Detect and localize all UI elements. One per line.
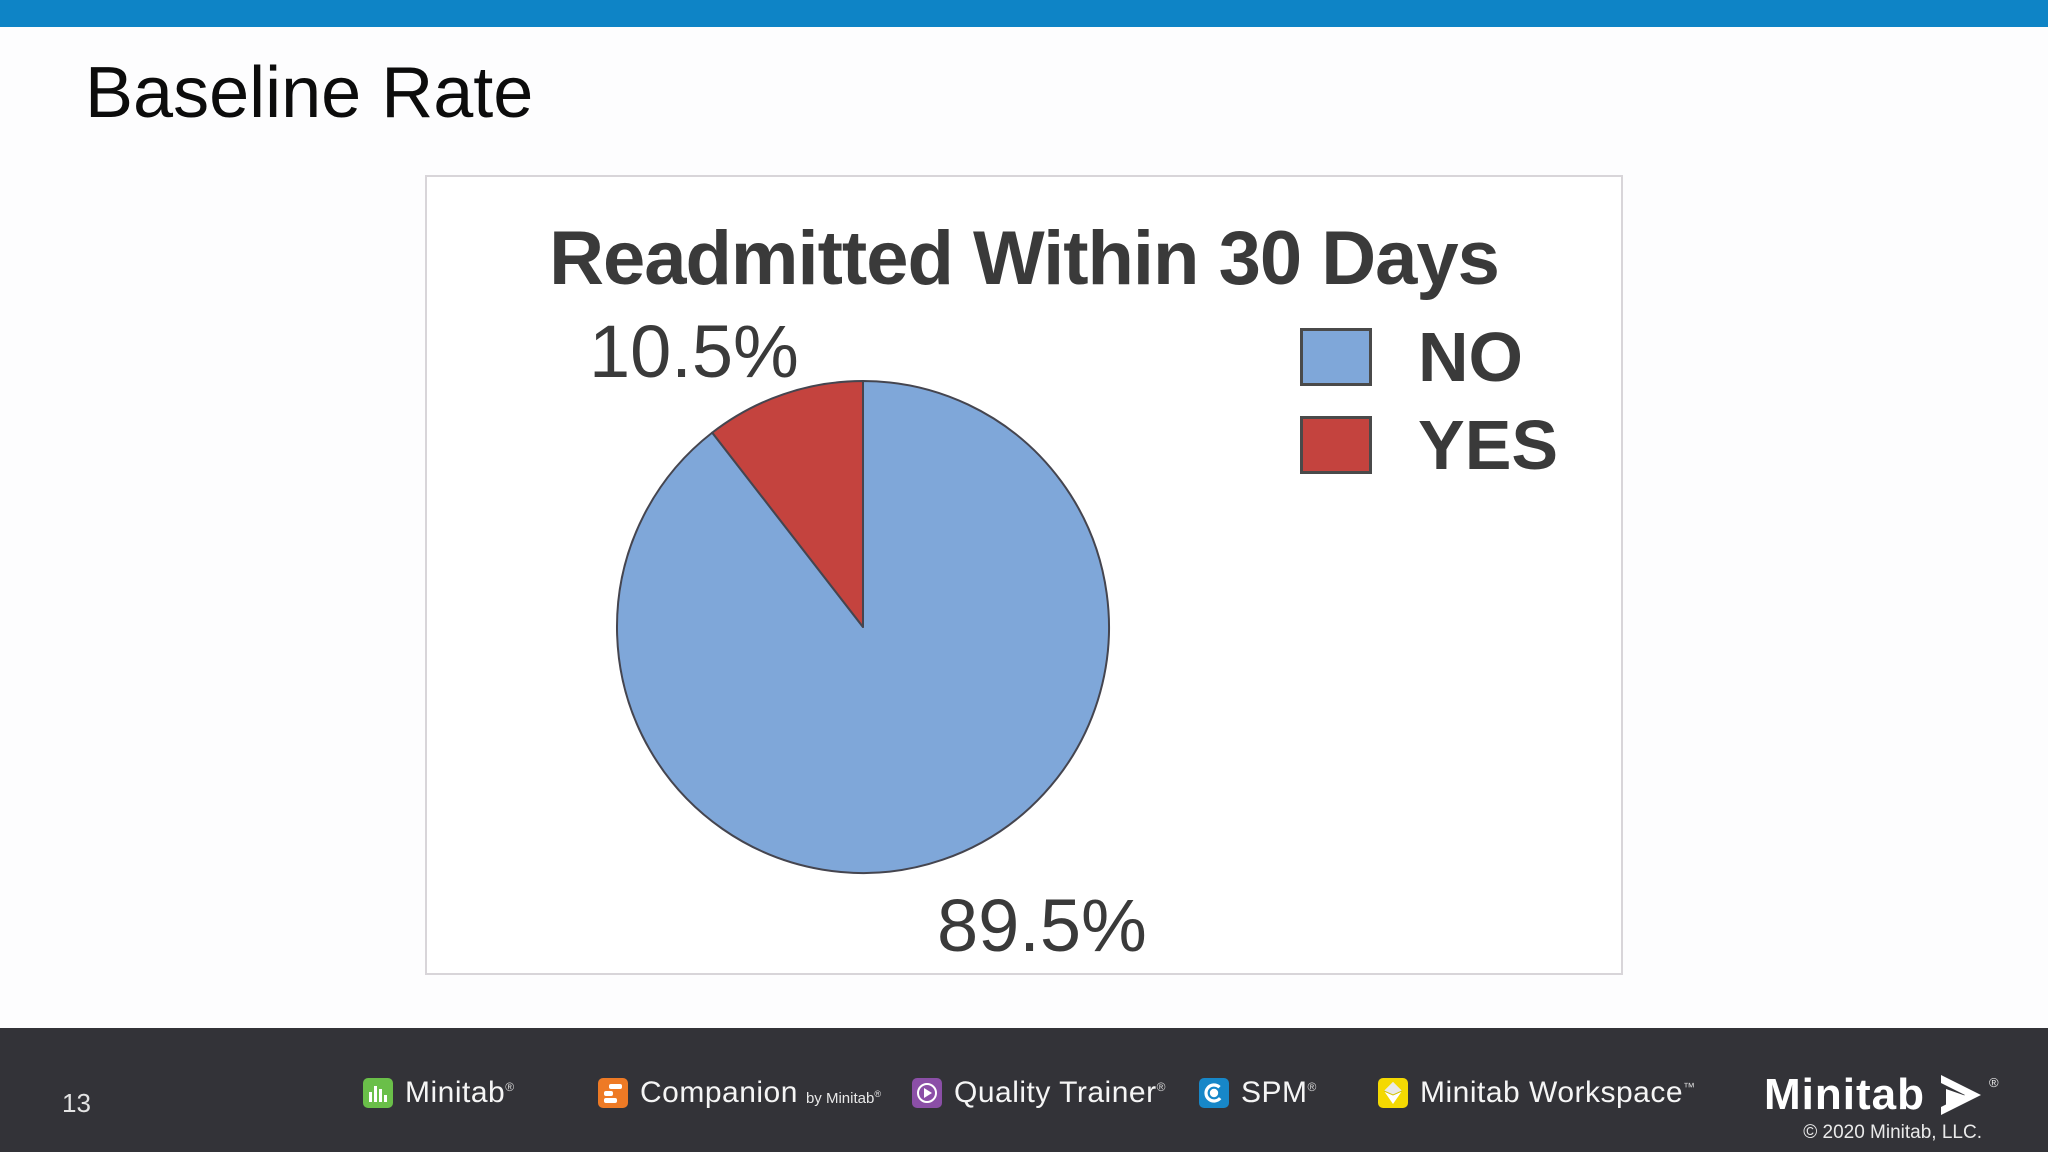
- registered-mark: ®: [1988, 1074, 1999, 1090]
- chart-panel: Readmitted Within 30 Days 10.5% 89.5% NO…: [425, 175, 1623, 975]
- top-accent-bar: [0, 0, 2048, 27]
- legend-label-no: NO: [1418, 318, 1523, 396]
- spm-swirl-icon: [1199, 1078, 1229, 1108]
- pie-label-no: 89.5%: [937, 884, 1147, 967]
- swirl-glyph: [1204, 1083, 1224, 1103]
- prism-glyph: [1383, 1082, 1403, 1104]
- brand-minitab: Minitab®: [363, 1076, 515, 1109]
- legend-swatch-yes: [1300, 416, 1372, 474]
- brand-minitab-label: Minitab®: [405, 1076, 515, 1109]
- footer-bar: 13 Minitab® Companion by Minitab® Qualit…: [0, 1028, 2048, 1152]
- flowchart-bar: [604, 1098, 617, 1103]
- brand-minitab-workspace-label: Minitab Workspace™: [1420, 1076, 1696, 1109]
- minitab-wordmark-text: Minitab: [1764, 1070, 1925, 1119]
- copyright-text: © 2020 Minitab, LLC.: [1803, 1122, 1982, 1143]
- legend-swatch-no: [1300, 328, 1372, 386]
- brand-companion-label: Companion: [640, 1076, 798, 1109]
- brand-quality-trainer-label: Quality Trainer®: [954, 1076, 1166, 1109]
- pie-chart-svg: [616, 380, 1110, 874]
- flowchart-bar: [609, 1084, 622, 1089]
- brand-spm: SPM®: [1199, 1076, 1317, 1109]
- legend-label-yes: YES: [1418, 406, 1559, 484]
- minitab-barchart-icon: [363, 1078, 393, 1108]
- brand-minitab-workspace: Minitab Workspace™: [1378, 1076, 1696, 1109]
- brand-companion-byline: by Minitab®: [805, 1088, 881, 1107]
- quality-trainer-play-icon: [912, 1078, 942, 1108]
- barchart-glyph: [369, 1086, 387, 1102]
- legend-item-yes: YES: [1300, 410, 1558, 480]
- minitab-wordmark: Minitab ®: [1764, 1070, 1999, 1120]
- pie-label-yes: 10.5%: [589, 310, 799, 393]
- circle-glyph: [917, 1083, 937, 1103]
- page-title: Baseline Rate: [85, 53, 534, 133]
- chart-legend: NO YES: [1300, 322, 1558, 498]
- brand-spm-label: SPM®: [1241, 1076, 1317, 1109]
- companion-flowchart-icon: [598, 1078, 628, 1108]
- workspace-prism-icon: [1378, 1078, 1408, 1108]
- brand-quality-trainer: Quality Trainer®: [912, 1076, 1166, 1109]
- minitab-chevron-icon: [1940, 1075, 1981, 1115]
- brand-companion: Companion by Minitab®: [598, 1076, 881, 1109]
- page-number: 13: [62, 1088, 91, 1118]
- chart-title: Readmitted Within 30 Days: [549, 216, 1500, 301]
- pie-chart: [613, 377, 1113, 877]
- play-glyph: [924, 1088, 932, 1098]
- flowchart-bar: [604, 1091, 613, 1096]
- legend-item-no: NO: [1300, 322, 1558, 392]
